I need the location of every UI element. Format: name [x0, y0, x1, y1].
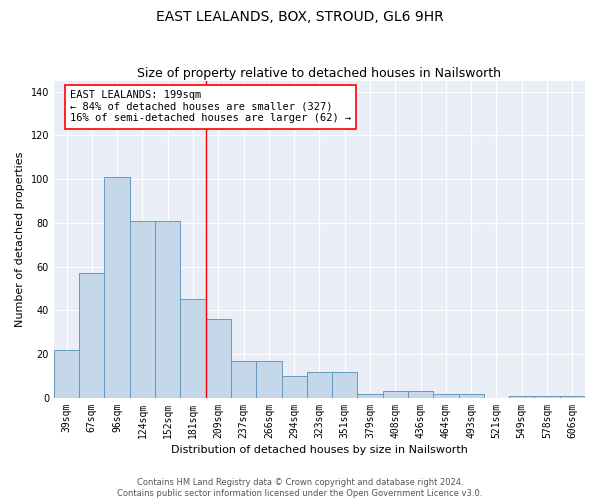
Bar	[155, 220, 181, 398]
Bar	[231, 360, 256, 398]
Bar	[281, 376, 307, 398]
Bar	[332, 372, 358, 398]
Bar	[256, 360, 281, 398]
Text: Contains HM Land Registry data © Crown copyright and database right 2024.
Contai: Contains HM Land Registry data © Crown c…	[118, 478, 482, 498]
Bar	[358, 394, 383, 398]
Bar	[206, 319, 231, 398]
Bar	[408, 392, 433, 398]
Bar	[535, 396, 560, 398]
Text: EAST LEALANDS: 199sqm
← 84% of detached houses are smaller (327)
16% of semi-det: EAST LEALANDS: 199sqm ← 84% of detached …	[70, 90, 351, 124]
Bar	[181, 300, 206, 398]
Bar	[509, 396, 535, 398]
Bar	[433, 394, 458, 398]
Bar	[104, 177, 130, 398]
Bar	[79, 273, 104, 398]
Bar	[130, 220, 155, 398]
Bar	[54, 350, 79, 398]
X-axis label: Distribution of detached houses by size in Nailsworth: Distribution of detached houses by size …	[171, 445, 468, 455]
Title: Size of property relative to detached houses in Nailsworth: Size of property relative to detached ho…	[137, 66, 502, 80]
Text: EAST LEALANDS, BOX, STROUD, GL6 9HR: EAST LEALANDS, BOX, STROUD, GL6 9HR	[156, 10, 444, 24]
Bar	[307, 372, 332, 398]
Bar	[458, 394, 484, 398]
Bar	[383, 392, 408, 398]
Bar	[560, 396, 585, 398]
Y-axis label: Number of detached properties: Number of detached properties	[15, 152, 25, 327]
